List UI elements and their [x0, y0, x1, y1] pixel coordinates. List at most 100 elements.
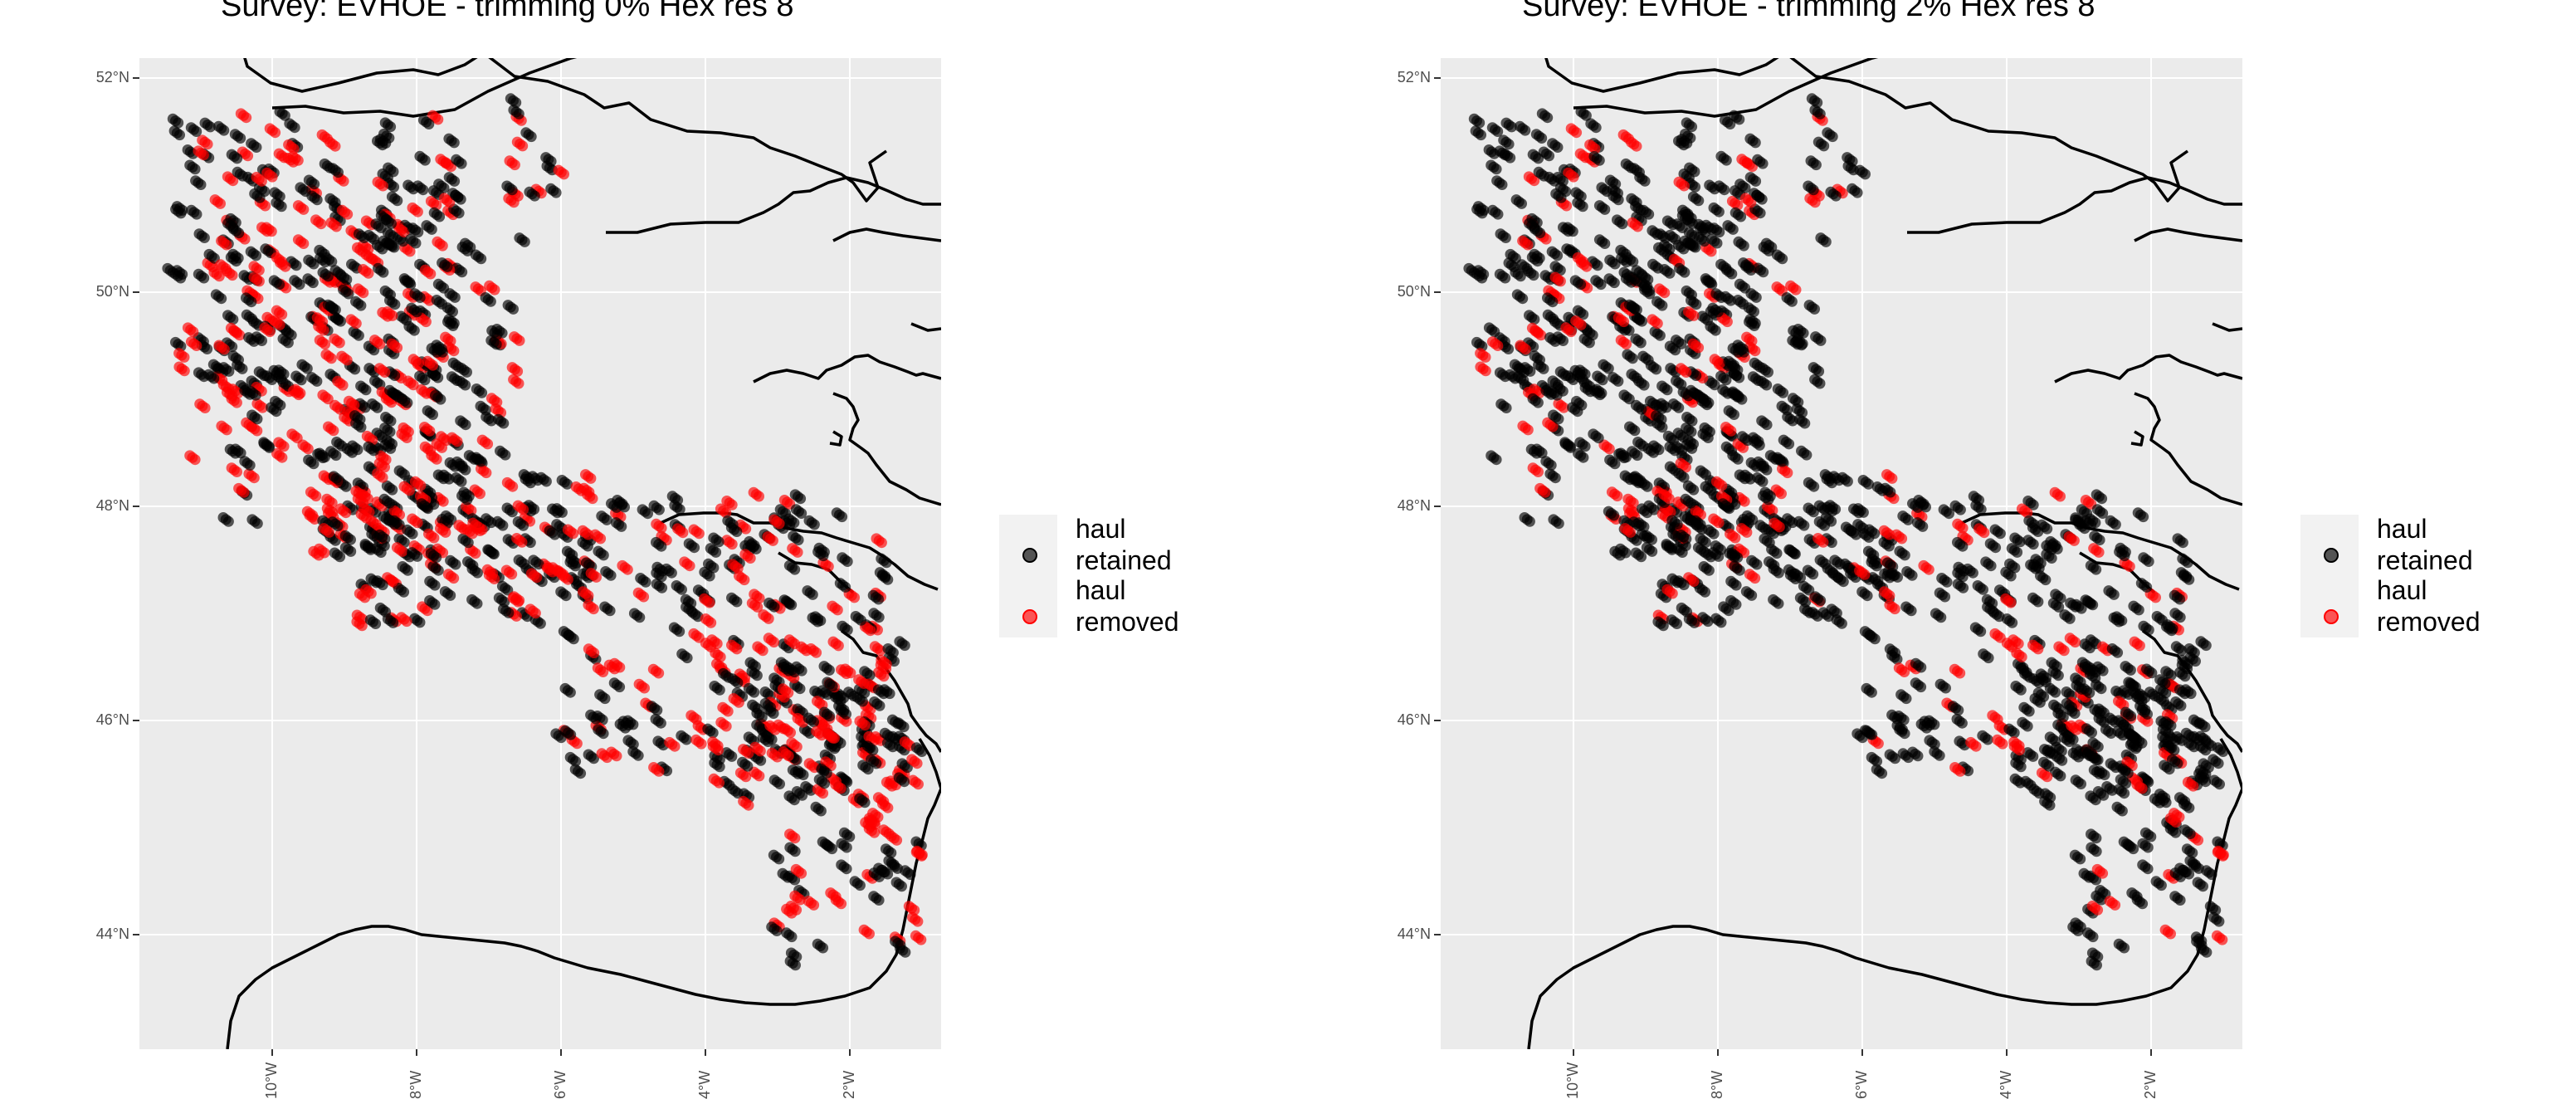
haul-retained-point — [651, 714, 666, 729]
haul-retained-point — [246, 247, 261, 261]
haul-retained-point — [1544, 468, 1560, 483]
haul-retained-point — [355, 381, 371, 396]
haul-retained-point — [2179, 824, 2195, 839]
haul-retained-point — [1659, 264, 1675, 279]
haul-retained-point — [1729, 561, 1744, 576]
haul-removed-point — [780, 723, 796, 738]
haul-retained-point — [2017, 717, 2032, 732]
lat-tick-label: 48°N — [80, 497, 129, 515]
haul-retained-point — [769, 774, 785, 789]
haul-removed-point — [320, 349, 336, 364]
haul-retained-point — [1827, 568, 1843, 583]
haul-retained-point — [1756, 376, 1772, 391]
haul-retained-point — [811, 802, 827, 817]
haul-retained-point — [1487, 205, 1503, 220]
haul-retained-point — [1642, 530, 1657, 545]
haul-retained-point — [443, 134, 459, 149]
haul-retained-point — [1695, 466, 1711, 481]
lat-tick-mark — [1434, 720, 1441, 721]
haul-retained-point — [1733, 237, 1749, 252]
haul-retained-point — [1624, 422, 1640, 437]
haul-removed-point — [554, 165, 569, 180]
haul-retained-point — [1772, 452, 1788, 467]
haul-retained-point — [593, 546, 608, 561]
haul-retained-point — [802, 585, 817, 600]
haul-removed-point — [2088, 543, 2104, 558]
haul-removed-point — [1475, 348, 1490, 363]
haul-retained-point — [1910, 677, 1926, 692]
haul-retained-point — [2209, 775, 2225, 790]
haul-removed-point — [332, 376, 348, 391]
haul-retained-point — [1603, 506, 1619, 521]
haul-retained-point — [350, 296, 366, 311]
lon-tick-label: 10°W — [1564, 1062, 1582, 1099]
haul-retained-point — [246, 514, 262, 529]
haul-retained-point — [1934, 588, 1950, 603]
haul-retained-point — [722, 515, 738, 530]
haul-removed-point — [2053, 642, 2069, 657]
haul-retained-point — [1768, 594, 1783, 609]
haul-retained-point — [2071, 774, 2086, 789]
haul-retained-point — [1897, 510, 1913, 525]
haul-retained-point — [200, 118, 216, 133]
map-plot-area — [139, 58, 941, 1049]
haul-retained-point — [1530, 350, 1545, 365]
haul-retained-point — [1895, 689, 1911, 704]
haul-removed-point — [432, 237, 447, 252]
haul-retained-point — [1810, 331, 1826, 346]
haul-retained-point — [1540, 456, 1556, 471]
haul-retained-point — [1491, 175, 1507, 190]
lat-tick-mark — [1434, 77, 1441, 79]
haul-removed-point — [763, 531, 778, 546]
haul-retained-point — [1530, 223, 1545, 238]
haul-retained-point — [1637, 351, 1653, 366]
haul-retained-point — [514, 232, 529, 247]
haul-removed-point — [243, 468, 259, 483]
panel-title: Survey: EVHOE - trimming 2% Hex res 8 — [1522, 0, 2095, 24]
haul-retained-point — [1772, 250, 1788, 265]
haul-removed-point — [1607, 486, 1622, 501]
haul-removed-point — [329, 334, 344, 349]
haul-removed-point — [526, 568, 542, 583]
haul-retained-point — [868, 608, 884, 623]
haul-retained-point — [1656, 381, 1672, 396]
haul-removed-point — [690, 735, 706, 750]
haul-retained-point — [2086, 828, 2101, 843]
haul-retained-point — [1769, 564, 1784, 579]
lon-tick-mark — [705, 1049, 706, 1056]
haul-retained-point — [1788, 393, 1803, 408]
haul-removed-point — [173, 348, 189, 363]
haul-retained-point — [2035, 570, 2051, 585]
haul-retained-point — [1699, 561, 1715, 576]
haul-retained-point — [1900, 602, 1916, 617]
haul-retained-point — [398, 561, 413, 576]
haul-retained-point — [1688, 192, 1704, 207]
haul-retained-point — [599, 602, 615, 617]
lat-tick-label: 50°N — [80, 283, 129, 300]
haul-removed-point — [408, 354, 424, 369]
haul-removed-point — [183, 322, 198, 337]
legend-retained-dot — [1022, 548, 1037, 563]
haul-retained-point — [876, 554, 891, 569]
haul-retained-point — [2027, 593, 2043, 608]
lat-tick-label: 44°N — [1381, 926, 1431, 943]
haul-retained-point — [1621, 159, 1637, 173]
haul-retained-point — [1866, 752, 1882, 767]
haul-retained-point — [1980, 556, 1996, 571]
haul-retained-point — [1952, 714, 1968, 729]
map-panel-trim-2: Survey: EVHOE - trimming 2% Hex res 8 52… — [1301, 0, 2576, 1096]
haul-retained-point — [1486, 450, 1501, 465]
haul-retained-point — [2169, 608, 2185, 623]
haul-removed-point — [617, 560, 632, 575]
haul-removed-point — [2065, 633, 2081, 647]
haul-retained-point — [2082, 927, 2098, 942]
haul-retained-point — [768, 850, 784, 865]
haul-removed-point — [734, 570, 749, 585]
haul-retained-point — [1469, 114, 1485, 129]
haul-retained-point — [1537, 108, 1553, 123]
coastline — [1781, 58, 2188, 201]
haul-retained-point — [2010, 681, 2026, 696]
haul-retained-point — [2128, 601, 2144, 616]
haul-retained-point — [1630, 334, 1646, 349]
haul-retained-point — [1783, 545, 1799, 559]
